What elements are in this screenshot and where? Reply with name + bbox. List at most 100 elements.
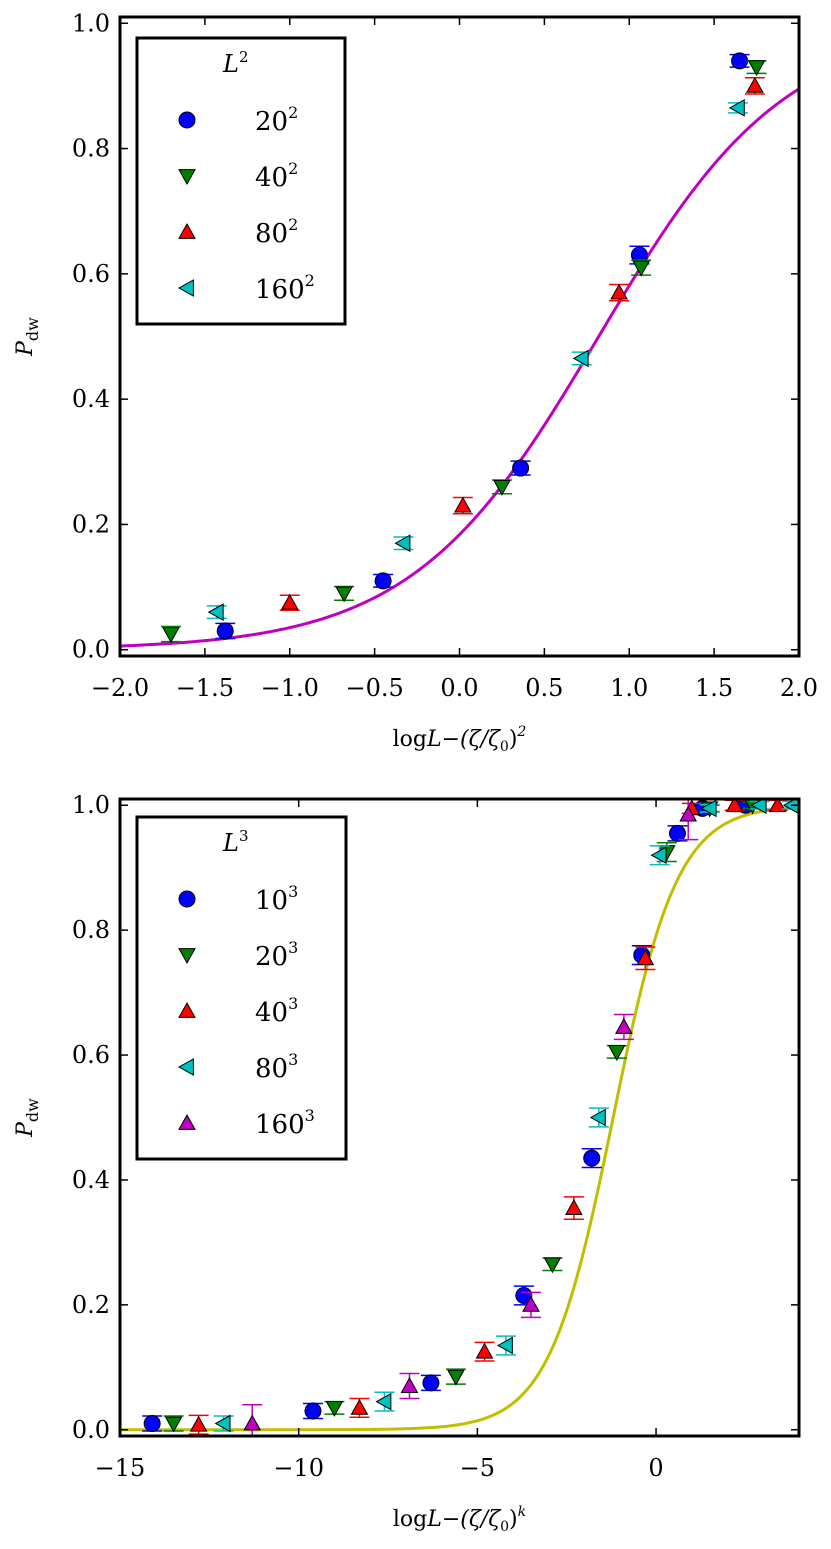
x-axis-label-close: ) <box>509 1507 518 1532</box>
y-axis-label-P: P <box>13 1121 38 1138</box>
x-tick-label: 1.5 <box>695 674 733 702</box>
data-point <box>750 799 767 815</box>
data-point <box>335 586 353 603</box>
legend-label-exp: 3 <box>288 882 298 901</box>
data-point <box>493 479 511 496</box>
data-point <box>565 1199 583 1215</box>
legend-marker-20 <box>178 948 196 965</box>
y-tick-label: 0.8 <box>72 916 110 944</box>
y-tick-label: 1.0 <box>72 791 110 819</box>
fit-curve <box>120 805 799 1432</box>
legend-label-value: 160 <box>255 1110 305 1140</box>
data-point <box>454 496 472 513</box>
x-axis-label-L: L <box>426 1507 442 1532</box>
x-tick-label: 0.0 <box>440 674 478 702</box>
data-point <box>214 1414 231 1433</box>
legend-label-80: 802 <box>255 215 298 249</box>
x-axis-label-sub: 0 <box>500 1519 509 1535</box>
x-tick-label: −0.5 <box>345 674 403 702</box>
legend-title-L: L <box>222 50 239 78</box>
legend-label-exp: 3 <box>305 1106 315 1125</box>
data-point <box>589 1108 606 1127</box>
x-axis-label: logL−(ζ/ζ0)2 <box>393 724 527 755</box>
legend-marker-40 <box>178 169 196 186</box>
legend-label-value: 20 <box>255 942 288 972</box>
data-point <box>162 627 180 644</box>
legend-label-40: 402 <box>255 159 298 193</box>
legend-marker-160 <box>178 1113 196 1130</box>
bottom-panel: −15 −10 −5 00.00.20.40.60.81.0logL−(ζ/ζ0)kP… <box>13 791 801 1535</box>
x-axis-label-exp: 2 <box>516 724 526 740</box>
fit-curve <box>120 87 799 648</box>
x-axis-label-log: log <box>393 1507 427 1532</box>
data-point <box>747 60 766 77</box>
legend-box <box>135 815 348 1161</box>
y-tick-label: 1.0 <box>72 9 110 37</box>
legend-label-exp: 2 <box>288 103 298 122</box>
x-tick-label: 0 <box>648 1454 663 1482</box>
legend-label-value: 10 <box>255 886 288 916</box>
y-tick-label: 0.4 <box>72 385 110 413</box>
y-axis-label: Pdw <box>13 1098 42 1138</box>
data-point <box>768 799 787 813</box>
data-point <box>615 1017 633 1034</box>
x-tick-label: −5 <box>460 1454 495 1482</box>
data-point <box>668 824 686 842</box>
legend-marker-80 <box>178 222 196 239</box>
data-point <box>189 1415 208 1432</box>
legend-label-20: 202 <box>255 103 298 137</box>
data-point <box>164 1416 183 1433</box>
y-axis-label-P: P <box>13 340 38 357</box>
data-point <box>725 799 744 813</box>
data-point <box>325 1400 344 1417</box>
x-tick-label: 2.0 <box>780 674 818 702</box>
series-160 <box>206 98 748 621</box>
x-axis-label-close: ) <box>509 727 518 752</box>
y-tick-label: 0.8 <box>72 135 110 163</box>
y-tick-label: 0.2 <box>72 510 110 538</box>
data-point <box>496 1336 513 1355</box>
y-tick-label: 0.0 <box>72 1416 110 1444</box>
data-point <box>304 1402 322 1420</box>
data-point <box>375 1392 392 1411</box>
data-point <box>583 1149 601 1167</box>
plot-frame <box>118 797 801 1438</box>
legend-title: L3 <box>222 827 248 857</box>
legend-label-exp: 3 <box>288 1050 298 1069</box>
data-point <box>447 1369 465 1386</box>
y-axis-label-sub: dw <box>23 1098 42 1122</box>
legend-title-exp: 2 <box>239 48 249 66</box>
legend-label-value: 40 <box>255 163 288 193</box>
legend-label-exp: 2 <box>305 271 315 290</box>
series-40 <box>160 60 767 644</box>
legend-title: L2 <box>222 48 248 78</box>
y-tick-label: 0.2 <box>72 1291 110 1319</box>
top-panel: −2.0 −1.5 −1.0 −0.5 0.0 0.5 1.0 1.5 2.0 0.0 0.2 0.4… <box>13 9 818 755</box>
legend-label-exp: 2 <box>288 159 298 178</box>
data-point <box>280 593 299 610</box>
legend-label-10: 103 <box>255 882 298 916</box>
legend-label-value: 80 <box>255 1054 288 1084</box>
data-point <box>216 622 234 640</box>
series-20 <box>163 799 763 1433</box>
legend-label-160: 1602 <box>255 271 315 305</box>
legend-title-L: L <box>222 829 239 857</box>
data-point <box>746 76 764 93</box>
legend-label-value: 160 <box>255 275 305 305</box>
data-point <box>731 52 749 70</box>
data-point <box>636 949 655 966</box>
x-axis-label-sub: 0 <box>500 739 509 755</box>
x-tick-label: −2.0 <box>91 674 149 702</box>
x-tick-label: 0.5 <box>525 674 563 702</box>
x-axis-label-body: −(ζ/ζ <box>442 1507 502 1532</box>
legend-label-value: 80 <box>255 219 288 249</box>
legend-label-exp: 3 <box>288 994 298 1013</box>
data-point <box>512 459 530 477</box>
data-point <box>207 603 224 621</box>
series-80 <box>279 76 765 612</box>
legend-marker-40 <box>178 1001 196 1018</box>
data-point <box>515 1286 533 1304</box>
